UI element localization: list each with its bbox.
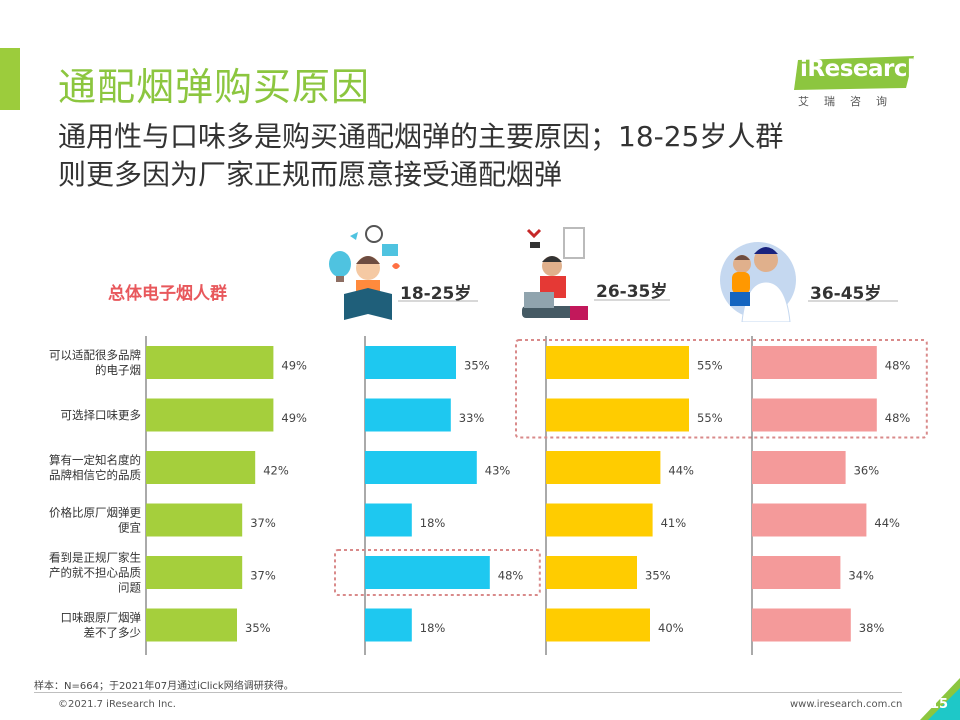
category-label: 口味跟原厂烟弹 (61, 611, 142, 625)
bar-value-label: 37% (250, 516, 276, 530)
bar (365, 556, 490, 589)
age-18-25-title: 18-25岁 (400, 284, 472, 304)
bar (146, 346, 274, 379)
bar-value-label: 35% (645, 569, 671, 583)
bar-value-label: 48% (498, 569, 524, 583)
subtitle-line-1: 通用性与口味多是购买通配烟弹的主要原因；18-25岁人群 (58, 120, 784, 153)
category-label: 差不了多少 (84, 626, 142, 640)
category-label: 算有一定知名度的 (49, 453, 141, 467)
bar (365, 608, 412, 642)
bar (752, 608, 851, 642)
bar-value-label: 44% (874, 516, 900, 530)
bar (752, 451, 846, 484)
age-36-45-title: 36-45岁 (810, 284, 882, 304)
title-accent-bar (0, 48, 20, 110)
bar (752, 346, 877, 379)
category-label: 产的就不担心品质 (49, 566, 141, 580)
page-title: 通配烟弹购买原因 (58, 65, 371, 109)
page-subtitle: 通用性与口味多是购买通配烟弹的主要原因；18-25岁人群 则更多因为厂家正规而愿… (58, 118, 918, 194)
bar-value-label: 55% (697, 411, 723, 425)
bar-value-label: 44% (668, 464, 694, 478)
category-label: 可以适配很多品牌 (49, 348, 141, 362)
bar (546, 451, 661, 484)
father-child-illustration (720, 242, 796, 322)
bar (546, 556, 637, 589)
sample-footnote: 样本：N=664；于2021年07月通过iClick网络调研获得。 (34, 681, 294, 692)
logo-text: iResearch (800, 56, 923, 82)
category-label: 便宜 (118, 521, 141, 535)
bar-value-label: 36% (854, 464, 880, 478)
footer-divider (34, 692, 902, 693)
category-label: 问题 (118, 581, 141, 595)
bar-value-label: 40% (658, 621, 684, 635)
bar-value-label: 48% (885, 359, 911, 373)
page-number: 15 (930, 697, 949, 712)
copyright-text: ©2021.7 iResearch Inc. (58, 699, 176, 710)
bar-value-label: 18% (420, 621, 446, 635)
age-26-35-title: 26-35岁 (596, 282, 668, 302)
bar-value-label: 55% (697, 359, 723, 373)
bar (146, 556, 243, 589)
overall-group-title: 总体电子烟人群 (108, 284, 227, 304)
bar-value-label: 41% (661, 516, 687, 530)
bar (365, 503, 412, 537)
bar-value-label: 33% (459, 411, 485, 425)
category-label: 的电子烟 (95, 363, 141, 377)
logo-subtext: 艾瑞咨询 (798, 95, 902, 108)
iresearch-logo (794, 56, 914, 90)
highlight-box (515, 339, 928, 439)
young-reader-illustration (329, 225, 400, 320)
bar (146, 451, 256, 484)
bar (365, 451, 477, 484)
bar (752, 503, 867, 537)
bar (146, 503, 243, 537)
page-corner-decoration (920, 678, 960, 720)
subtitle-line-2: 则更多因为厂家正规而愿意接受通配烟弹 (58, 158, 563, 191)
bar-value-label: 49% (281, 411, 307, 425)
bar (546, 346, 689, 379)
bar (365, 398, 451, 432)
category-label: 品牌相信它的品质 (49, 468, 141, 482)
website-text: www.iresearch.com.cn (790, 699, 903, 710)
bar-value-label: 42% (263, 464, 289, 478)
bar-value-label: 35% (245, 621, 271, 635)
bar (365, 346, 456, 379)
bar-value-label: 35% (464, 359, 490, 373)
bar-value-label: 38% (859, 621, 885, 635)
bar-value-label: 18% (420, 516, 446, 530)
bar (546, 503, 653, 537)
bar (546, 398, 689, 432)
highlight-box (334, 549, 541, 596)
bar (146, 608, 237, 642)
bar-value-label: 34% (848, 569, 874, 583)
bar-value-label: 48% (885, 411, 911, 425)
category-label: 价格比原厂烟弹更 (49, 506, 141, 520)
bar-value-label: 49% (281, 359, 307, 373)
bar-value-label: 43% (485, 464, 511, 478)
bar (752, 398, 877, 432)
bar (146, 398, 274, 432)
category-label: 可选择口味更多 (61, 408, 142, 422)
category-label: 看到是正规厂家生 (49, 551, 141, 565)
bar (752, 556, 841, 589)
bar-value-label: 37% (250, 569, 276, 583)
laptop-user-illustration (522, 227, 588, 320)
bar (546, 608, 650, 642)
